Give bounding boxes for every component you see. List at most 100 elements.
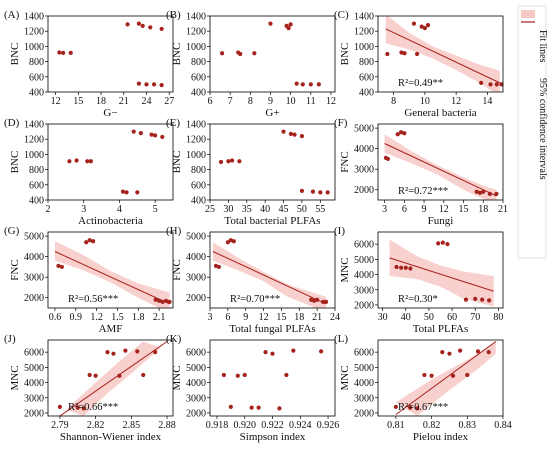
data-point [93,373,98,378]
data-point [237,159,242,164]
data-point [281,129,286,134]
data-point [151,82,157,87]
plot-frame [47,15,174,93]
panel-label: (H) [166,225,182,237]
x-tick-label: 9 [243,312,248,323]
x-tick-label: 10 [286,96,296,107]
data-point [286,26,291,31]
x-axis-label: Total PLFAs [413,323,469,335]
x-tick-label: 30 [378,312,388,323]
x-tick-label: 14 [482,96,492,107]
y-tick-label: 400 [29,196,44,207]
y-tick-label: 3000 [354,393,374,404]
data-point [318,190,323,195]
x-axis-label: Pielou index [413,431,469,443]
x-tick-label: 25 [205,204,215,215]
y-axis-label: BNC [171,43,183,66]
data-point [465,372,470,378]
x-axis-label: Shannon-Wiener index [60,431,162,443]
y-axis-label: BNC [171,151,183,174]
data-point [160,134,165,140]
x-tick-label: 5 [153,204,158,215]
r-squared-annotation: R²=0.67*** [398,402,448,413]
data-point [81,406,86,411]
y-tick-label: 2000 [354,185,374,196]
data-point [125,22,130,27]
y-tick-label: 1000 [186,150,206,161]
data-point [140,23,145,28]
data-point [111,351,116,356]
x-tick-label: 0.926 [317,420,340,431]
data-point [138,131,143,136]
data-point [153,350,158,355]
data-point [487,298,492,303]
data-point [398,130,404,135]
confidence-band [384,134,497,200]
x-axis-label: Total fungal PLFAs [229,323,315,335]
x-tick-label: 2.1 [153,312,166,323]
data-point [473,296,478,301]
data-point [268,21,273,26]
data-point [56,263,61,268]
panel-label: (G) [4,225,20,237]
x-tick-label: 40 [401,312,411,323]
data-point [149,132,154,137]
data-point [463,297,469,302]
x-tick-label: 55 [315,204,325,215]
data-point [436,241,441,246]
data-point [488,82,493,87]
x-tick-label: 45 [279,204,289,215]
data-point [402,131,407,136]
data-point [229,158,235,163]
x-tick-label: 24 [141,96,151,107]
y-tick-label: 6000 [354,348,374,359]
x-tick-label: 0.9 [70,312,83,323]
data-point [299,188,305,193]
panel-j: 2.79 2.82 2.85 2.88 2000 3000 4000 5000 6000 Shan… [4,333,176,443]
data-point [494,82,499,87]
data-point [216,264,222,270]
data-point [308,82,313,87]
panel-label: (I) [334,225,345,237]
data-point [167,299,172,304]
x-tick-label: 60 [447,312,457,323]
data-point [163,298,169,303]
panel-b: 6 7 8 9 10 11 12 400 600 800 1000 1200 1400 G+ BNC (B) [166,9,336,119]
x-tick-label: 10 [420,96,430,107]
y-tick-label: 800 [29,57,44,68]
x-tick-label: 2.79 [51,420,69,431]
data-point [68,50,73,55]
data-point [475,349,481,354]
data-point [141,372,146,378]
x-axis-label: AMF [99,323,123,335]
x-tick-label: 7 [228,96,233,107]
data-point [445,242,450,247]
data-point [325,190,330,195]
data-point [225,240,230,245]
y-tick-label: 5000 [354,363,374,374]
x-tick-label: 9 [268,96,273,107]
data-point [422,372,427,378]
plot-frame [377,123,504,201]
x-tick-label: 35 [242,204,252,215]
y-tick-label: 400 [191,196,206,207]
panel-d: 2 3 4 5 400 600 800 1000 1200 1400 Actinobacteria B… [4,117,174,227]
x-tick-label: 80 [493,312,503,323]
x-tick-label: 0.6 [49,312,62,323]
legend-frame [517,5,547,259]
panels-group: 12 15 18 21 24 27400600800100012001400G−BNC(A… [4,9,512,443]
y-tick-label: 400 [359,88,374,99]
data-point [474,189,479,194]
x-tick-label: 2.82 [87,420,105,431]
data-point [263,350,268,355]
data-point [440,350,445,355]
data-point [57,50,62,55]
y-tick-label: 400 [191,88,206,99]
data-point [159,83,164,88]
y-axis-label: BNC [9,43,21,66]
panel-h: 3 6 9 12 15 18 21 24 2000 3000 4000 5000 Total funga… [166,225,340,335]
x-tick-label: 24 [330,312,340,323]
x-tick-label: 1.8 [132,312,145,323]
y-axis-label: MNC [339,257,351,282]
